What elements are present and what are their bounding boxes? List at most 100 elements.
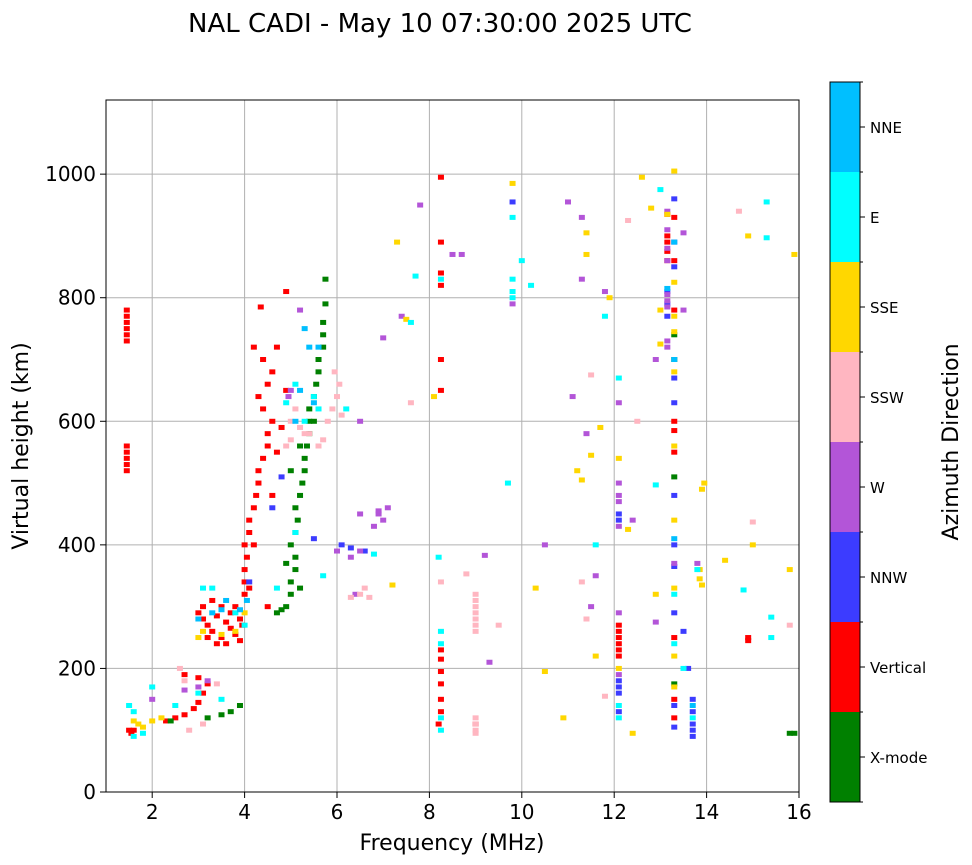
data-point-vertical xyxy=(246,585,253,591)
data-point-vertical xyxy=(437,709,444,715)
data-point-ssw xyxy=(578,579,585,585)
data-point-sse xyxy=(149,718,156,724)
data-point-w xyxy=(384,505,391,511)
colorbar-segment-x-mode xyxy=(830,712,860,802)
data-point-nnw xyxy=(689,696,696,702)
data-point-ssw xyxy=(437,579,444,585)
data-point-w xyxy=(181,687,188,693)
data-point-w xyxy=(569,394,576,400)
y-axis-label: Virtual height (km) xyxy=(9,342,34,549)
data-point-nnw xyxy=(269,505,276,511)
data-point-nne xyxy=(310,400,317,406)
data-point-w xyxy=(664,338,671,344)
data-point-nnw xyxy=(278,474,285,480)
data-point-x-mode xyxy=(786,730,793,736)
data-point-e xyxy=(412,273,419,279)
colorbar-label-x-mode: X-mode xyxy=(870,749,927,767)
x-tick-label: 12 xyxy=(601,800,626,824)
data-point-sse xyxy=(722,557,729,563)
data-point-nne xyxy=(671,536,678,542)
data-point-vertical xyxy=(253,492,260,498)
data-point-vertical xyxy=(437,647,444,653)
data-point-sse xyxy=(671,517,678,523)
data-point-ssw xyxy=(186,727,193,733)
x-tick-label: 4 xyxy=(238,800,251,824)
data-point-sse xyxy=(745,233,752,239)
data-point-e xyxy=(437,641,444,647)
data-point-w xyxy=(664,227,671,233)
data-point-e xyxy=(437,727,444,733)
data-point-vertical xyxy=(664,233,671,239)
data-point-nnw xyxy=(671,492,678,498)
data-point-e xyxy=(601,313,608,319)
data-point-vertical xyxy=(246,530,253,535)
colorbar-label-w: W xyxy=(870,479,885,497)
data-point-sse xyxy=(532,585,539,591)
data-point-vertical xyxy=(664,239,671,245)
data-point-ssw xyxy=(472,727,479,733)
y-tick-label: 400 xyxy=(58,533,96,557)
data-point-w xyxy=(680,230,687,236)
data-point-ssw xyxy=(472,628,479,634)
data-point-x-mode xyxy=(671,332,678,338)
chart-title: NAL CADI - May 10 07:30:00 2025 UTC xyxy=(188,9,692,39)
data-point-w xyxy=(357,418,364,424)
data-point-ssw xyxy=(297,424,304,430)
data-point-x-mode xyxy=(167,718,174,724)
y-axis-ticks: 0 200 400 600 800 1000 xyxy=(45,162,106,804)
data-point-ssw xyxy=(625,217,632,223)
x-tick-label: 8 xyxy=(423,800,436,824)
colorbar-segment-vertical xyxy=(830,622,860,712)
data-point-x-mode xyxy=(301,455,308,461)
colorbar-segment-e xyxy=(830,172,860,262)
data-point-sse xyxy=(671,653,678,659)
data-point-sse xyxy=(509,180,516,186)
data-point-vertical xyxy=(123,462,130,468)
data-point-w xyxy=(398,313,405,319)
data-point-nnw xyxy=(664,313,671,319)
data-point-vertical xyxy=(227,625,234,631)
data-point-vertical xyxy=(671,258,678,264)
data-point-nnw xyxy=(509,199,516,205)
data-point-vertical xyxy=(255,480,262,486)
data-point-nnw xyxy=(671,400,678,406)
data-point-ssw xyxy=(292,406,299,412)
data-point-ssw xyxy=(338,412,345,418)
data-point-vertical xyxy=(223,641,230,647)
data-point-w xyxy=(664,258,671,264)
data-point-x-mode xyxy=(303,443,310,449)
data-point-sse xyxy=(403,316,410,322)
data-point-e xyxy=(343,406,350,412)
data-point-nne xyxy=(306,344,313,350)
data-point-vertical xyxy=(236,616,243,622)
data-point-sse xyxy=(218,631,225,637)
data-point-ssw xyxy=(329,406,336,412)
data-point-nne xyxy=(301,326,308,332)
data-point-nnw xyxy=(671,196,678,202)
colorbar-segment-w xyxy=(830,442,860,532)
data-point-nnw xyxy=(246,579,253,585)
data-point-sse xyxy=(671,329,678,335)
data-point-vertical xyxy=(250,505,257,511)
data-point-ssw xyxy=(347,594,354,600)
data-point-x-mode xyxy=(299,480,306,486)
data-point-ssw xyxy=(283,443,290,449)
data-point-vertical xyxy=(130,727,137,733)
colorbar-segment-ssw xyxy=(830,352,860,442)
data-point-e xyxy=(301,418,308,424)
y-tick-label: 600 xyxy=(58,409,96,433)
data-point-sse xyxy=(389,582,396,588)
data-point-e xyxy=(292,381,299,387)
data-point-e xyxy=(130,733,137,739)
data-point-x-mode xyxy=(671,474,678,480)
data-point-nnw xyxy=(615,511,622,517)
data-point-w xyxy=(449,251,456,257)
colorbar-segment-sse xyxy=(830,262,860,352)
data-point-e xyxy=(615,703,622,708)
data-point-e xyxy=(671,641,678,647)
data-point-sse xyxy=(241,610,248,616)
data-point-ssw xyxy=(472,622,479,628)
x-tick-label: 14 xyxy=(694,800,719,824)
data-point-sse xyxy=(158,715,165,721)
data-point-vertical xyxy=(241,579,248,585)
